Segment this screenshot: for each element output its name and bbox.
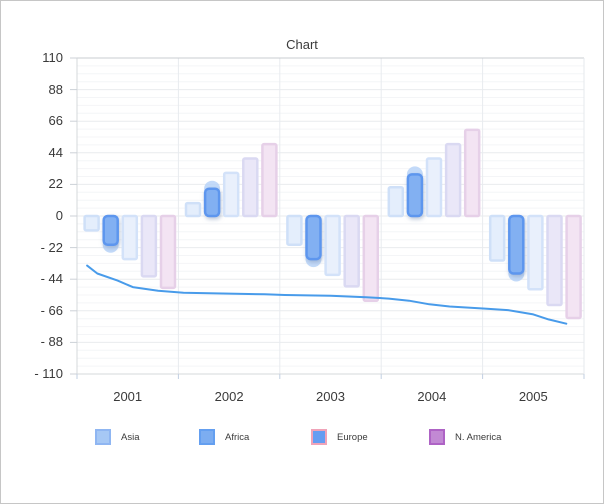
bar-series5-2002 — [261, 142, 278, 218]
bar-n-america-2003 — [343, 214, 360, 288]
legend-label: Africa — [225, 431, 250, 443]
bar-series5-2004 — [463, 128, 481, 218]
bar-asia-2003 — [286, 214, 303, 246]
bar-africa-2002 — [203, 187, 221, 218]
y-axis-tick-label: 44 — [48, 144, 63, 160]
legend-label: Asia — [121, 431, 140, 443]
legend-item-africa[interactable]: Africa — [199, 429, 249, 445]
x-axis-tick-label: 2001 — [113, 389, 143, 404]
y-axis-tick-label: - 66 — [40, 302, 63, 318]
y-axis-tick-label: - 44 — [40, 271, 63, 287]
line-series-layer — [86, 264, 568, 325]
bar-europe-2001 — [121, 214, 139, 261]
bar-europe-2005 — [527, 214, 544, 291]
bar-europe-2004 — [425, 157, 443, 218]
y-axis-tick-label: - 110 — [34, 366, 63, 381]
bar-europe-2003 — [324, 214, 341, 277]
x-axis-tick-label: 2003 — [316, 389, 345, 404]
legend-label: N. America — [455, 431, 502, 443]
bar-europe-2002 — [222, 171, 240, 218]
legend-item-asia[interactable]: Asia — [95, 429, 139, 445]
trend-line — [86, 264, 568, 325]
legend-swatch — [311, 429, 327, 445]
legend-swatch — [429, 429, 445, 445]
bar-series-layer — [83, 128, 582, 320]
bar-africa-2005 — [508, 214, 525, 275]
axes — [70, 57, 585, 379]
x-axis-tick-label: 2002 — [214, 389, 244, 404]
y-axis-tick-label: 66 — [48, 113, 63, 129]
bar-n-america-2004 — [444, 142, 462, 218]
bar-n-america-2002 — [242, 157, 259, 218]
x-axis-tick-label: 2004 — [417, 389, 447, 404]
bar-asia-2001 — [83, 214, 100, 232]
bar-n-america-2001 — [140, 214, 158, 278]
bar-africa-2003 — [305, 214, 322, 261]
legend-item-n-america[interactable]: N. America — [429, 429, 501, 445]
y-axis-tick-label: - 88 — [40, 334, 63, 350]
x-axis-tick-label: 2005 — [518, 389, 548, 404]
chart-title: Chart — [286, 37, 318, 52]
bar-africa-2001 — [102, 214, 119, 246]
bar-asia-2002 — [184, 201, 202, 218]
legend-item-europe[interactable]: Europe — [311, 429, 368, 445]
bar-asia-2004 — [387, 186, 405, 218]
legend-label: Europe — [337, 431, 368, 443]
bar-series5-2005 — [565, 214, 582, 320]
legend-swatch — [95, 429, 111, 445]
legend-swatch — [199, 429, 215, 445]
bar-africa-2004 — [406, 173, 424, 218]
y-axis-tick-label: 110 — [42, 50, 63, 65]
y-axis-tick-label: 0 — [55, 208, 63, 223]
bar-series5-2001 — [159, 214, 177, 290]
bar-series5-2003 — [362, 214, 380, 302]
y-axis-tick-label: - 22 — [40, 239, 63, 255]
y-axis-tick-label: 88 — [48, 81, 63, 97]
bar-asia-2005 — [488, 214, 506, 262]
bar-n-america-2005 — [546, 214, 563, 307]
y-axis-tick-label: 22 — [48, 176, 63, 192]
